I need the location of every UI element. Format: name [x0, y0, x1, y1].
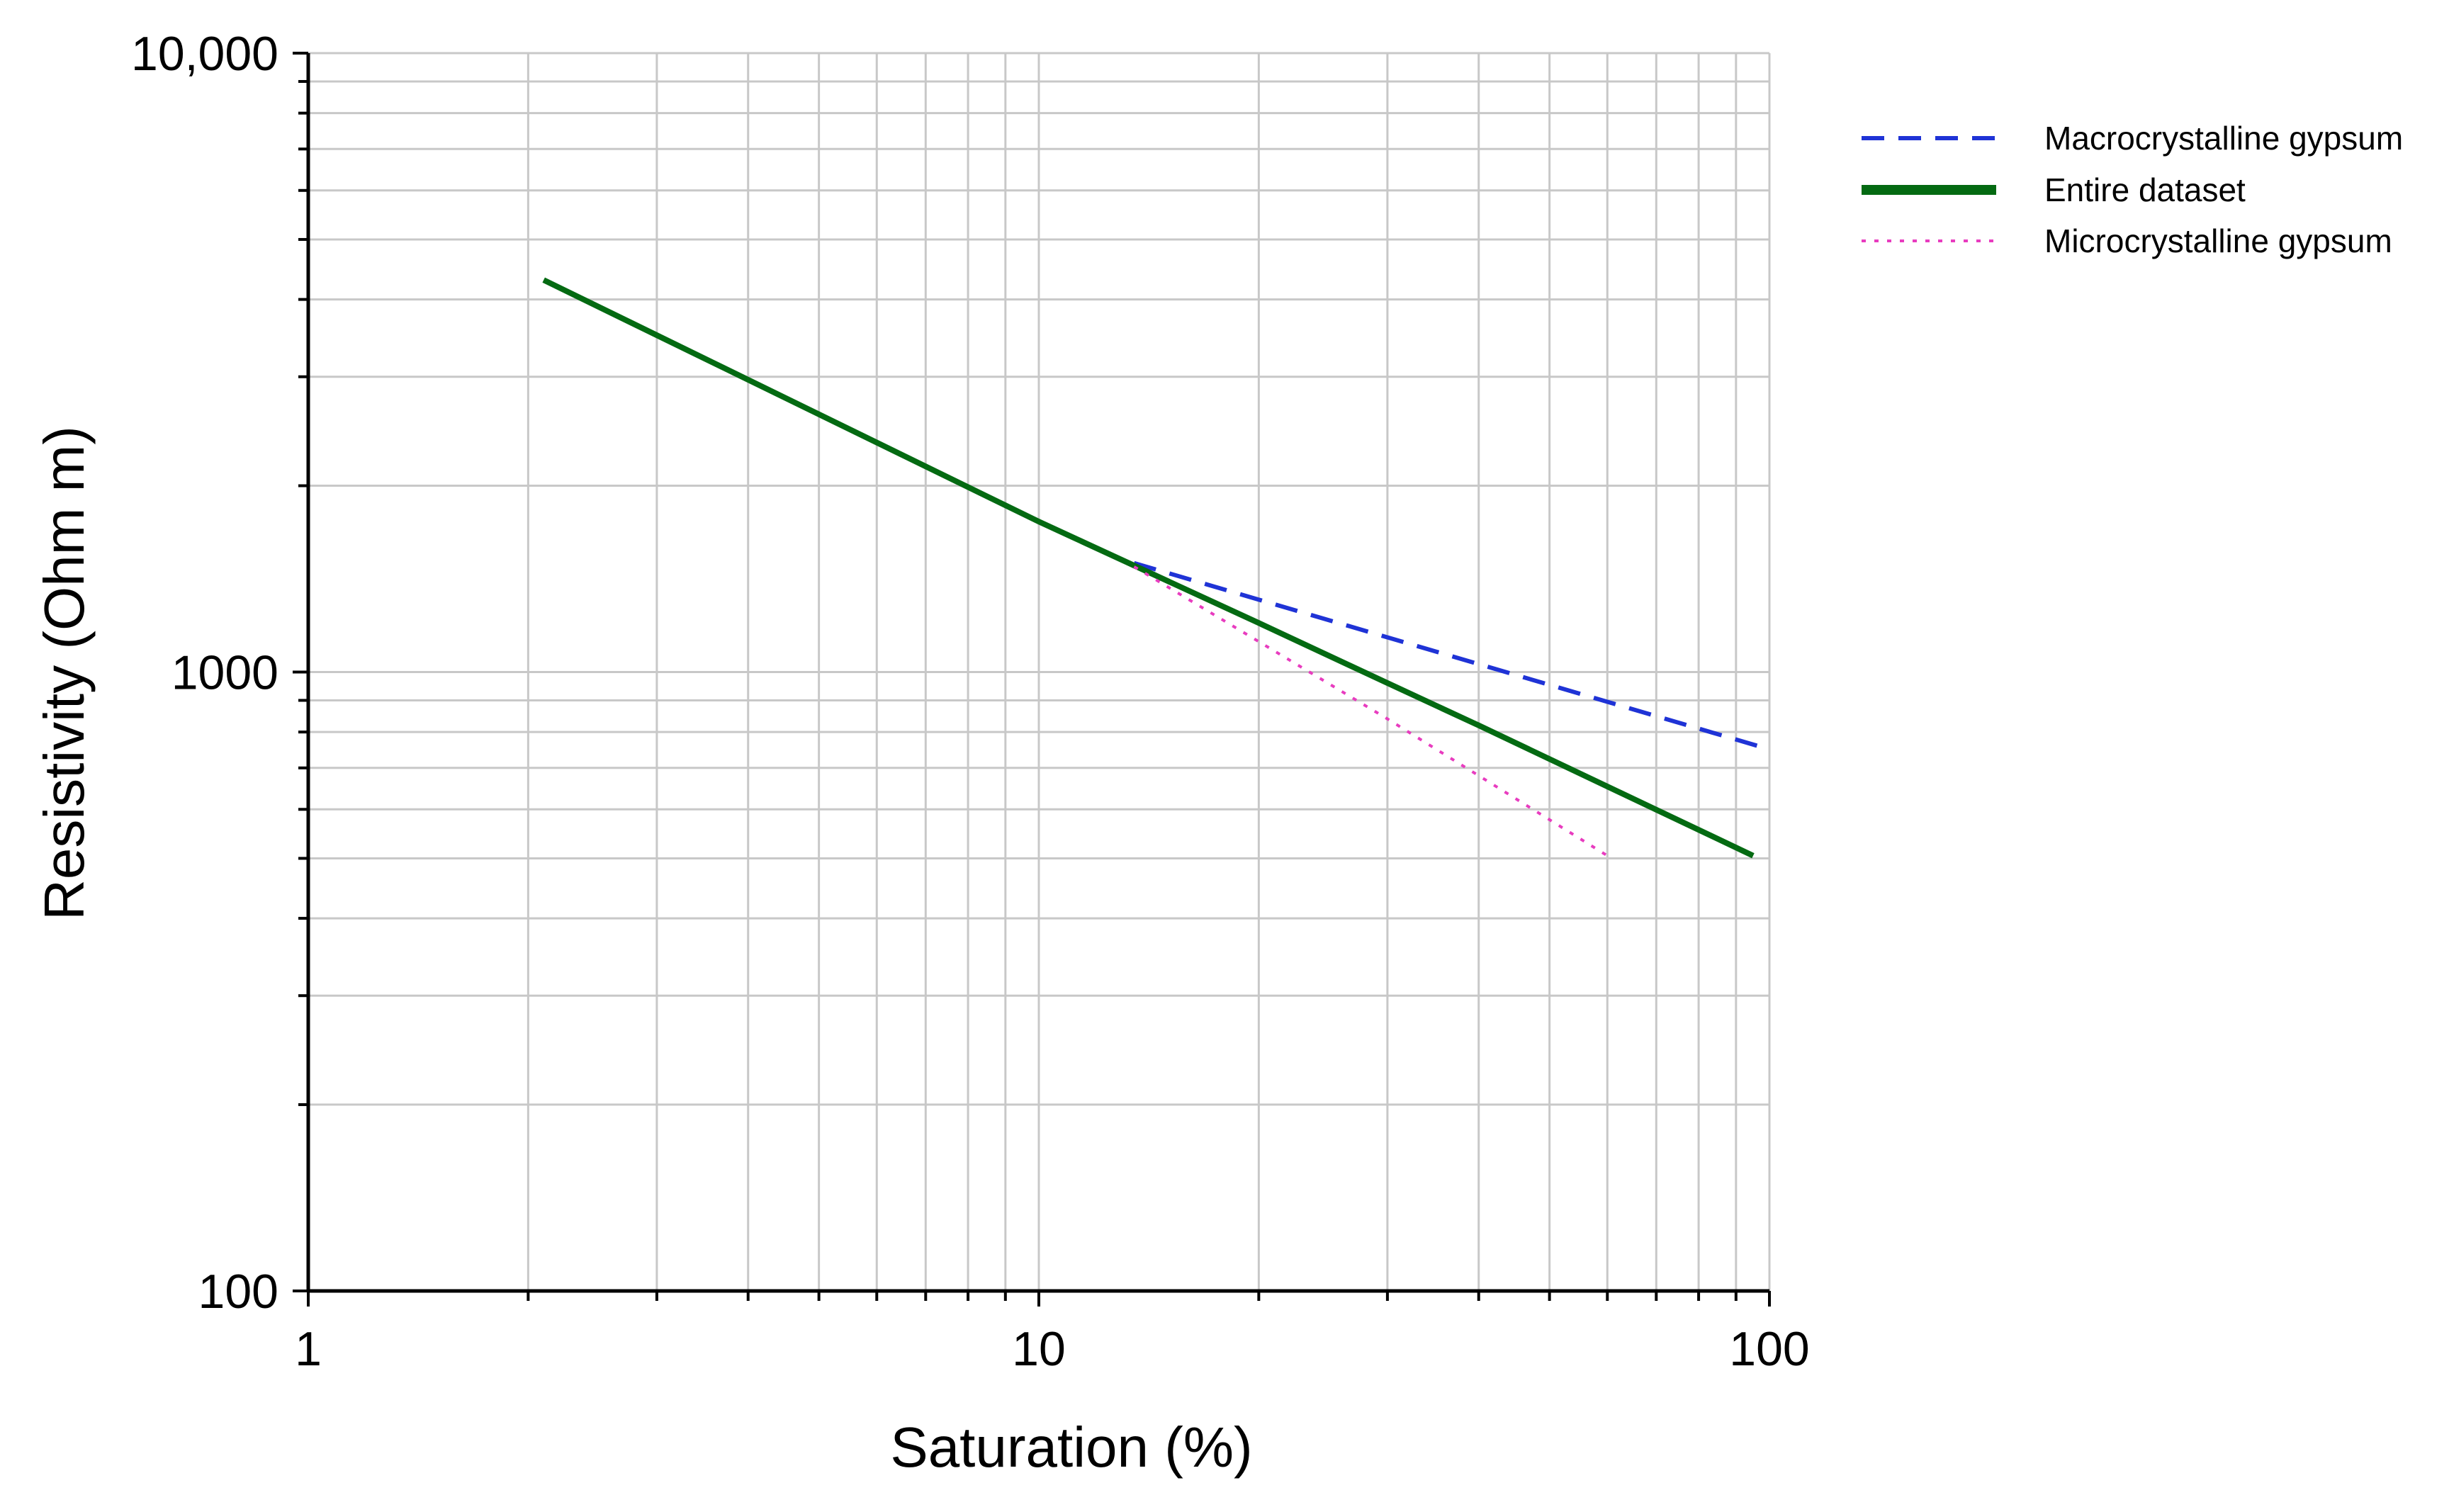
axes	[293, 52, 1771, 1307]
legend-label-2: Entire dataset	[2044, 171, 2246, 208]
x-tick-label: 100	[1729, 1322, 1809, 1376]
series-lines	[542, 277, 1770, 859]
series-line-3	[1133, 565, 1609, 857]
x-tick-label: 10	[1012, 1322, 1066, 1376]
y-axis-title: Resistivity (Ohm m)	[33, 426, 96, 920]
x-axis-title: Saturation (%)	[890, 1416, 1252, 1479]
series-line-2	[542, 277, 1755, 859]
legend: Macrocrystalline gypsum Entire dataset Mic…	[1862, 120, 2403, 259]
y-tick-label: 1000	[171, 646, 278, 700]
y-tick-label: 10,000	[131, 27, 278, 81]
grid	[308, 52, 1771, 1291]
y-tick-label: 100	[198, 1265, 278, 1319]
x-tick-label: 1	[295, 1322, 322, 1376]
legend-label-1: Macrocrystalline gypsum	[2044, 120, 2403, 157]
legend-label-3: Microcrystalline gypsum	[2044, 222, 2392, 259]
series-line-1	[1133, 560, 1770, 752]
tick-labels: 1 10 100 100 1000 10,000	[131, 27, 1810, 1376]
